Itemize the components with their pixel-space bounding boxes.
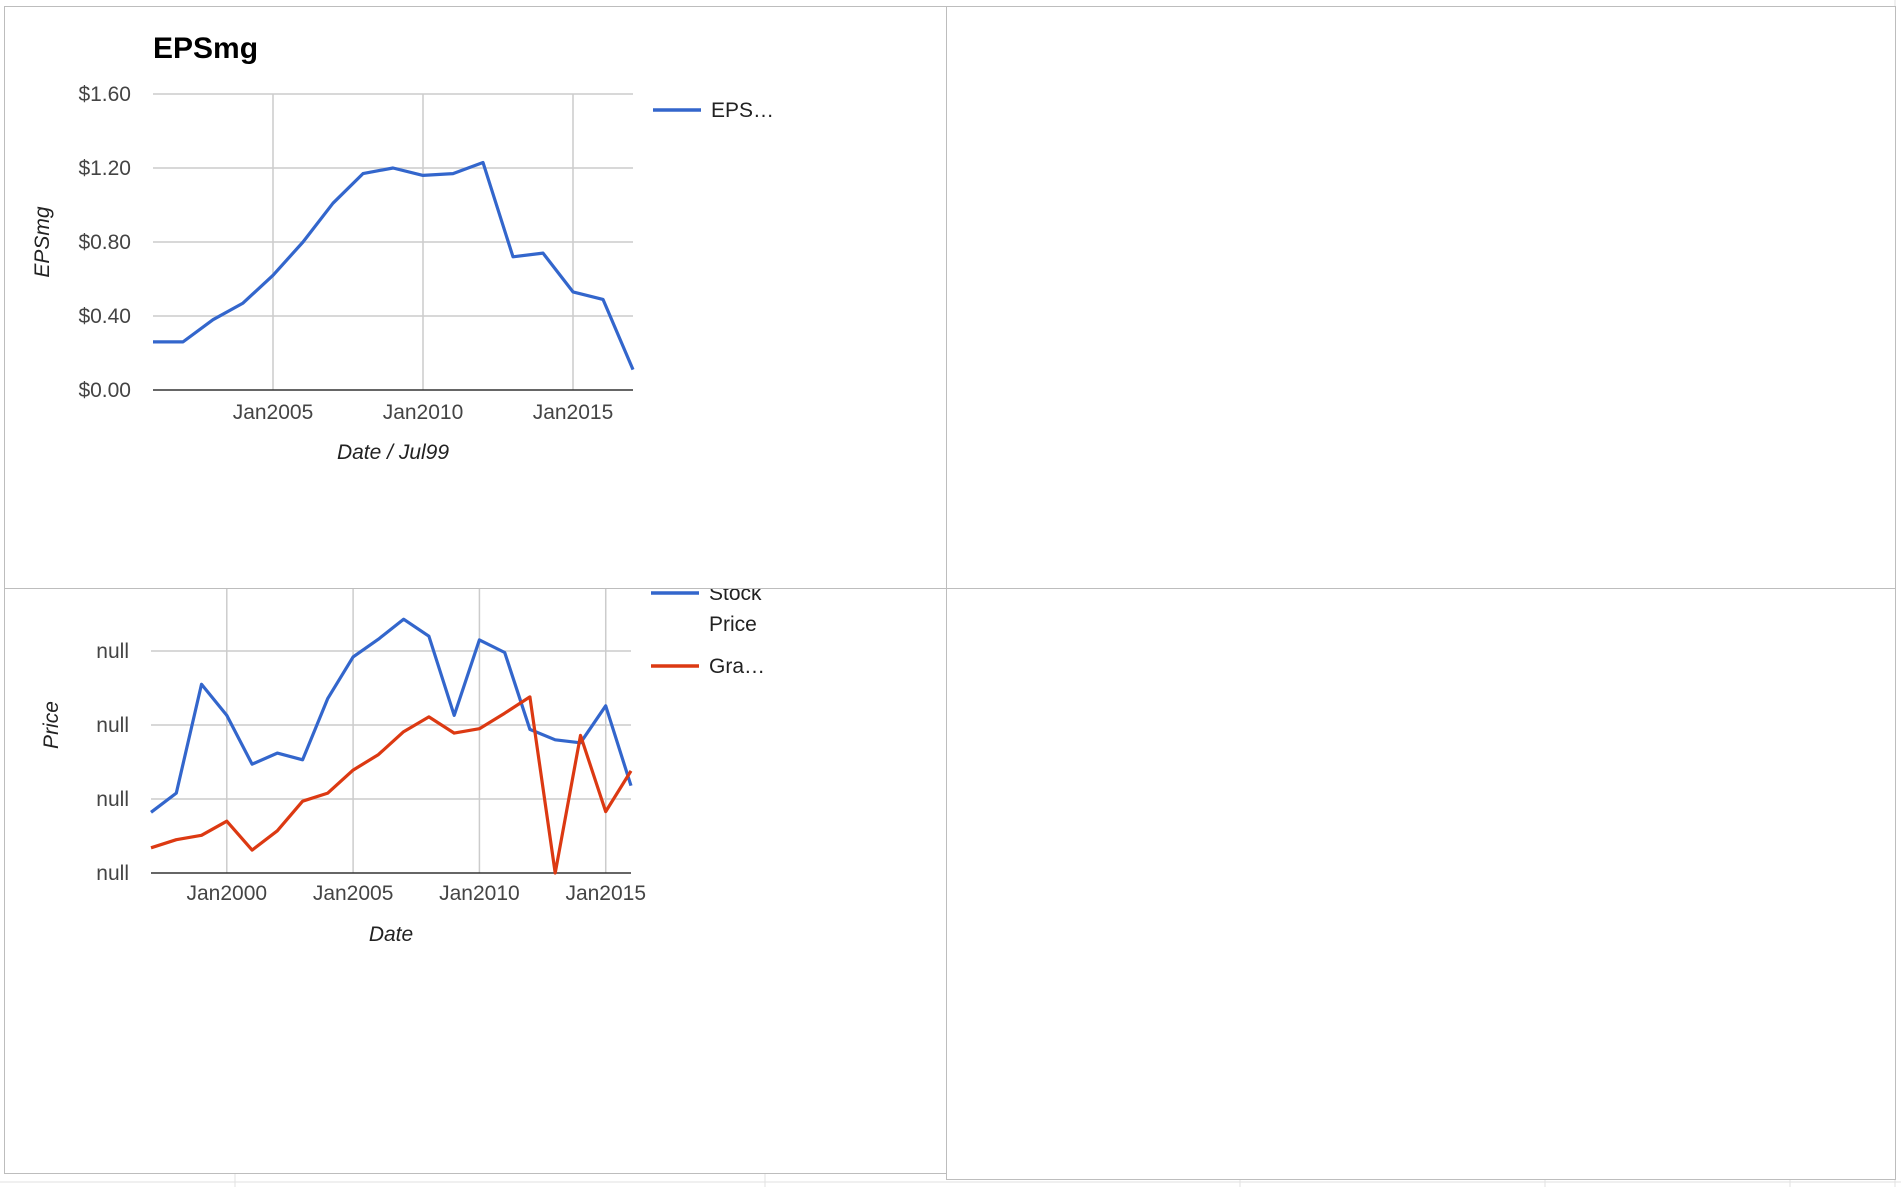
data-point[interactable]: [420, 172, 427, 179]
data-point[interactable]: [198, 681, 205, 688]
data-point[interactable]: [350, 767, 357, 774]
data-point[interactable]: [324, 790, 331, 797]
data-point[interactable]: [451, 730, 458, 737]
data-point[interactable]: [600, 296, 607, 303]
data-point[interactable]: [375, 751, 382, 758]
data-point[interactable]: [450, 170, 457, 177]
data-point[interactable]: [630, 366, 637, 373]
data-point[interactable]: [375, 636, 382, 643]
data-point[interactable]: [198, 832, 205, 839]
data-point[interactable]: [223, 712, 230, 719]
x-tick-label: Jan2015: [533, 401, 614, 424]
x-tick-label: Jan2010: [439, 882, 520, 905]
data-point[interactable]: [602, 702, 609, 709]
data-point[interactable]: [577, 732, 584, 739]
legend-label: Stock: [709, 589, 762, 605]
data-point[interactable]: [180, 338, 187, 345]
data-point[interactable]: [148, 844, 155, 851]
data-point[interactable]: [249, 761, 256, 768]
data-point[interactable]: [628, 782, 635, 789]
x-tick-label: Jan2005: [233, 401, 314, 424]
x-axis-title: Date: [369, 923, 413, 946]
data-point[interactable]: [240, 300, 247, 307]
legend-entry-0[interactable]: Stock Price: [651, 589, 762, 636]
data-point[interactable]: [400, 616, 407, 623]
chart-panel-epsmg[interactable]: EPSmg $0.00 $0.40 $0.80 $1.20 $1.60 Jan2005 Jan…: [4, 6, 948, 590]
chart-title: EPSmg: [153, 32, 258, 65]
y-tick-label: null: [96, 788, 129, 811]
y-tick-label: $0.80: [78, 231, 131, 254]
y-tick-label: $1.20: [78, 157, 131, 180]
data-point[interactable]: [552, 736, 559, 743]
data-point[interactable]: [173, 836, 180, 843]
x-axis-title: Date / Jul99: [337, 441, 449, 464]
data-point[interactable]: [350, 653, 357, 660]
data-point[interactable]: [330, 200, 337, 207]
series-line-0: [150, 617, 633, 814]
data-point[interactable]: [274, 750, 281, 757]
data-point[interactable]: [299, 798, 306, 805]
legend-label: Gra…: [709, 655, 765, 678]
data-point[interactable]: [501, 649, 508, 656]
data-point[interactable]: [510, 253, 517, 260]
chart-panel-graham-number[interactable]: Graham Number and Stock Pricenullnullnul…: [4, 588, 948, 1174]
data-point[interactable]: [300, 239, 307, 246]
data-point[interactable]: [602, 808, 609, 815]
data-point[interactable]: [324, 695, 331, 702]
data-point[interactable]: [173, 790, 180, 797]
data-point[interactable]: [628, 767, 635, 774]
legend-label: Price: [709, 613, 757, 636]
data-point[interactable]: [223, 818, 230, 825]
data-point[interactable]: [299, 756, 306, 763]
data-point[interactable]: [480, 159, 487, 166]
chart-panel-dividend-history[interactable]: Dividend History$0.00$0.15$0.30$0.45$0.6…: [946, 588, 1896, 1180]
data-point[interactable]: [249, 847, 256, 854]
data-point[interactable]: [526, 693, 533, 700]
chart-graham-number: Graham Number and Stock Pricenullnullnul…: [40, 589, 765, 946]
chart-price-pemg: Price and PEmgnullnullnullnullnullJan200…: [947, 7, 1897, 591]
series-line-0: [153, 160, 635, 371]
data-point[interactable]: [425, 713, 432, 720]
data-point[interactable]: [540, 250, 547, 257]
data-point[interactable]: [360, 170, 367, 177]
data-point[interactable]: [150, 338, 157, 345]
chart-dividend-history: Dividend History$0.00$0.15$0.30$0.45$0.6…: [947, 589, 1897, 1181]
y-tick-label: null: [96, 640, 129, 663]
y-axis-title: Price: [40, 701, 63, 749]
data-point[interactable]: [501, 710, 508, 717]
data-point[interactable]: [526, 726, 533, 733]
y-tick-label: $1.60: [78, 83, 131, 106]
chart-epsmg: EPSmg $0.00 $0.40 $0.80 $1.20 $1.60 Jan2005 Jan…: [31, 32, 774, 464]
y-tick-label: null: [96, 862, 129, 885]
series-line-1: [150, 695, 633, 875]
x-tick-label: Jan2015: [565, 882, 646, 905]
chart-panel-price-pemg[interactable]: Price and PEmgnullnullnullnullnullJan200…: [946, 6, 1896, 590]
y-axis-title: EPSmg: [31, 206, 54, 278]
data-point[interactable]: [570, 288, 577, 295]
x-tick-label: Jan2010: [383, 401, 464, 424]
data-point[interactable]: [552, 870, 559, 877]
y-tick-label: $0.40: [78, 305, 131, 328]
data-point[interactable]: [451, 712, 458, 719]
data-point[interactable]: [148, 809, 155, 816]
x-tick-label: Jan2000: [187, 882, 268, 905]
y-tick-label: null: [96, 714, 129, 737]
data-point[interactable]: [476, 725, 483, 732]
data-point[interactable]: [210, 316, 217, 323]
legend-entry-0[interactable]: EPS…: [653, 99, 774, 122]
data-point[interactable]: [400, 728, 407, 735]
y-tick-label: $0.00: [78, 379, 131, 402]
data-point[interactable]: [270, 272, 277, 279]
data-point[interactable]: [425, 633, 432, 640]
x-tick-label: Jan2005: [313, 882, 394, 905]
data-point[interactable]: [274, 827, 281, 834]
legend-entry-1[interactable]: Gra…: [651, 655, 765, 678]
data-point[interactable]: [476, 636, 483, 643]
legend-label: EPS…: [711, 99, 774, 122]
data-point[interactable]: [390, 165, 397, 172]
